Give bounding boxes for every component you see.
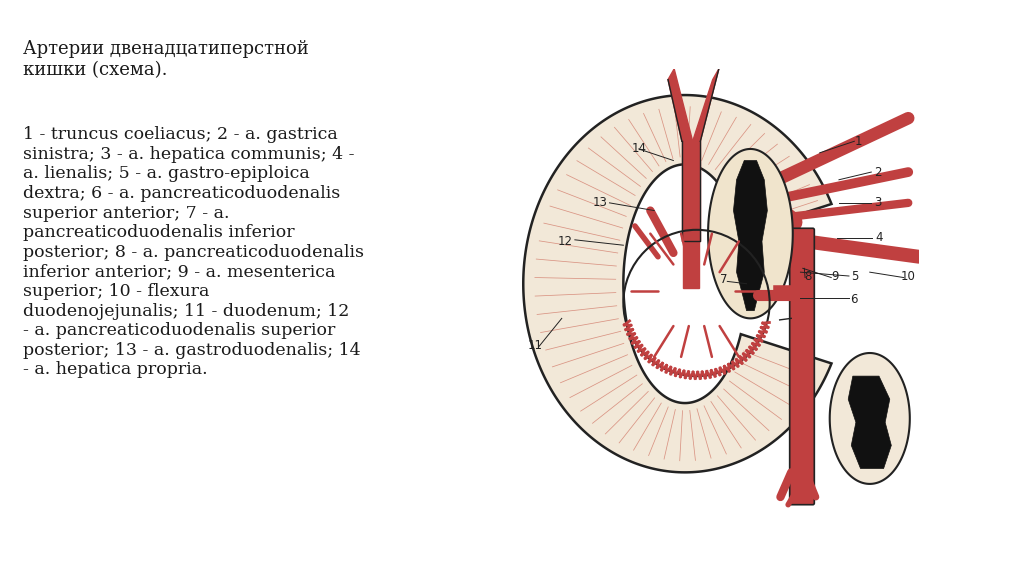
Text: 2: 2 bbox=[873, 165, 882, 179]
Text: 6: 6 bbox=[851, 293, 858, 305]
Text: 11: 11 bbox=[527, 339, 543, 352]
Text: 1 - truncus coeliacus; 2 - a. gastrica
sinistra; 3 - a. hepatica communis; 4 -
a: 1 - truncus coeliacus; 2 - a. gastrica s… bbox=[23, 126, 364, 378]
Polygon shape bbox=[708, 149, 793, 319]
Polygon shape bbox=[848, 376, 891, 468]
Polygon shape bbox=[523, 95, 831, 472]
Text: 5: 5 bbox=[851, 270, 858, 282]
Text: 9: 9 bbox=[831, 270, 839, 282]
Polygon shape bbox=[733, 161, 767, 311]
Text: 8: 8 bbox=[805, 270, 812, 282]
Text: 4: 4 bbox=[876, 231, 883, 244]
Text: 3: 3 bbox=[873, 196, 881, 210]
Text: 13: 13 bbox=[593, 196, 607, 210]
Text: 10: 10 bbox=[901, 270, 915, 282]
Polygon shape bbox=[829, 353, 909, 484]
Text: 12: 12 bbox=[558, 235, 573, 248]
Text: 7: 7 bbox=[720, 273, 727, 286]
Text: 14: 14 bbox=[631, 142, 646, 156]
Polygon shape bbox=[683, 238, 698, 288]
Text: Артерии двенадцатиперстной
кишки (схема).: Артерии двенадцатиперстной кишки (схема)… bbox=[23, 40, 308, 79]
Polygon shape bbox=[682, 141, 700, 241]
FancyBboxPatch shape bbox=[790, 228, 814, 505]
Polygon shape bbox=[668, 69, 692, 141]
Polygon shape bbox=[692, 69, 719, 141]
Text: 1: 1 bbox=[854, 135, 862, 148]
